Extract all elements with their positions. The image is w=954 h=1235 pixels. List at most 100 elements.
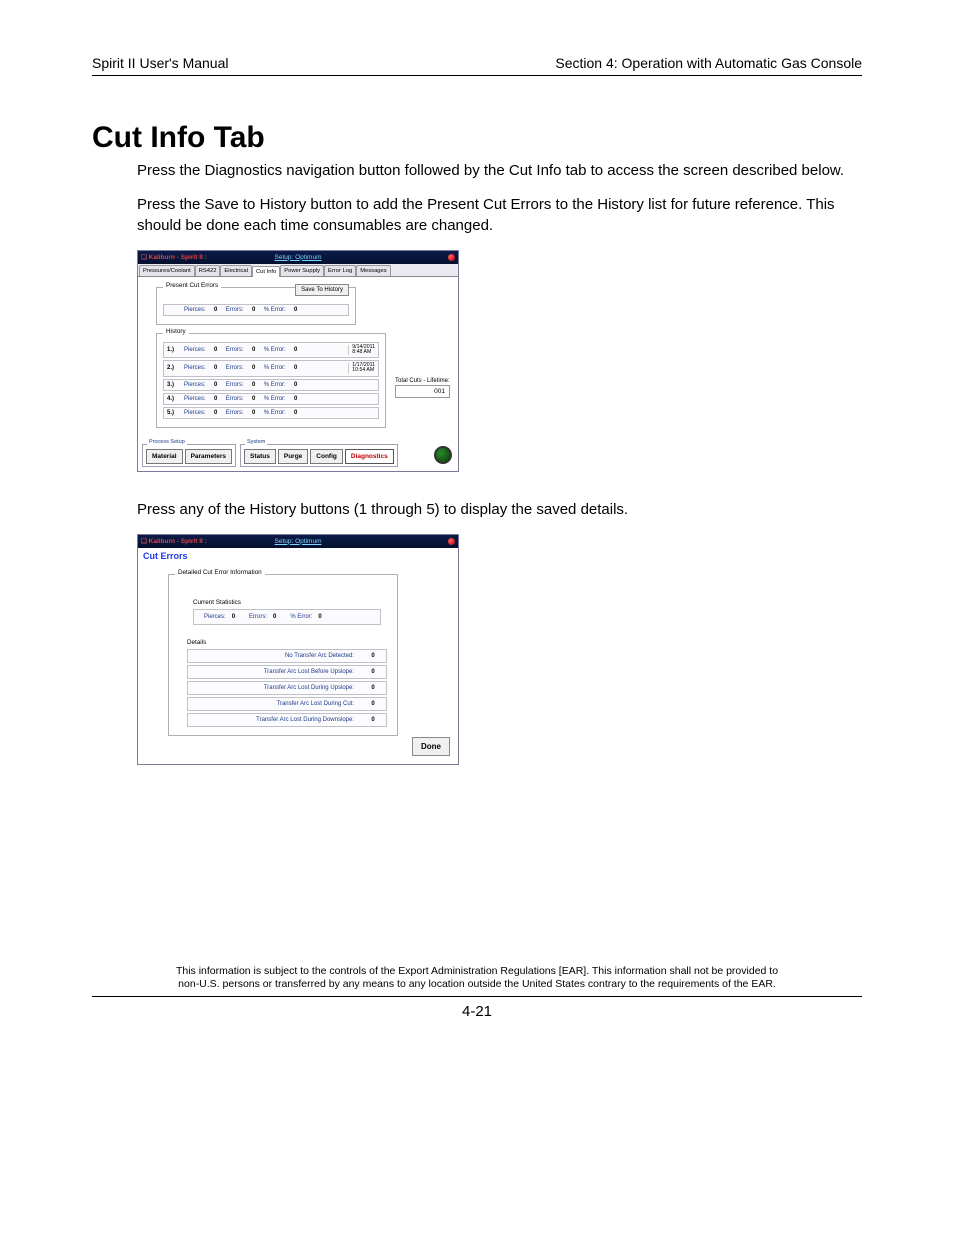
history-pierces-label: Pierces:: [184, 396, 206, 402]
history-pct-label: % Error:: [264, 347, 286, 353]
history-group: History 1.)Pierces:0Errors:0% Error:09/1…: [156, 333, 386, 428]
present-pct-label: % Error:: [264, 307, 286, 313]
history-row[interactable]: 1.)Pierces:0Errors:0% Error:09/14/20118:…: [163, 342, 379, 358]
stats-errors-value: 0: [273, 614, 276, 620]
done-button[interactable]: Done: [412, 737, 450, 756]
history-index: 1.): [167, 347, 179, 353]
tab-error-log[interactable]: Error Log: [324, 265, 356, 276]
page-number: 4-21: [92, 1003, 862, 1020]
history-errors-value: 0: [249, 365, 259, 371]
history-pierces-value: 0: [211, 410, 221, 416]
footer-line-1: This information is subject to the contr…: [92, 965, 862, 979]
titlebar-center: Setup: Optimum: [275, 254, 322, 261]
history-pierces-value: 0: [211, 347, 221, 353]
stats-legend: Current Statistics: [193, 599, 381, 606]
history-index: 2.): [167, 365, 179, 371]
titlebar-center-2: Setup: Optimum: [275, 538, 322, 545]
history-pct-value: 0: [291, 382, 301, 388]
config-button[interactable]: Config: [310, 449, 343, 464]
total-cuts-label: Total Cuts - Lifetime:: [395, 378, 450, 384]
history-row[interactable]: 4.)Pierces:0Errors:0% Error:0: [163, 393, 379, 405]
history-pct-label: % Error:: [264, 410, 286, 416]
stats-pierces-label: Pierces:: [204, 614, 226, 620]
detailed-info-group: Detailed Cut Error Information Current S…: [168, 574, 398, 736]
stats-pierces-value: 0: [232, 614, 235, 620]
history-row[interactable]: 2.)Pierces:0Errors:0% Error:01/17/201110…: [163, 360, 379, 376]
screenshot-cut-errors: ❏ Kaliburn - Spirit II : Setup: Optimum …: [137, 534, 459, 765]
present-pct-value: 0: [291, 307, 301, 313]
status-lamp-icon: [434, 446, 452, 464]
current-stats-group: Current Statistics Pierces: 0 Errors: 0 …: [187, 589, 387, 631]
present-pierces-value: 0: [211, 307, 221, 313]
material-button[interactable]: Material: [146, 449, 183, 464]
detail-label: Transfer Arc Lost During Upslope:: [194, 685, 354, 691]
present-legend: Present Cut Errors: [163, 282, 221, 289]
history-pierces-value: 0: [211, 365, 221, 371]
history-errors-label: Errors:: [226, 382, 244, 388]
details-legend: Details: [187, 639, 387, 646]
detail-row: Transfer Arc Lost During Upslope:0: [187, 681, 387, 695]
tab-rs422[interactable]: RS422: [195, 265, 221, 276]
history-row[interactable]: 3.)Pierces:0Errors:0% Error:0: [163, 379, 379, 391]
present-cut-errors-group: Present Cut Errors Save To History Pierc…: [156, 287, 356, 325]
history-date: 1/17/201110:54 AM: [348, 363, 375, 373]
purge-button[interactable]: Purge: [278, 449, 308, 464]
tab-power-supply[interactable]: Power Supply: [280, 265, 324, 276]
history-index: 3.): [167, 382, 179, 388]
system-label: System: [245, 439, 267, 445]
tab-pressures-coolant[interactable]: Pressures/Coolant: [139, 265, 195, 276]
cut-errors-subtitle: Cut Errors: [138, 548, 458, 564]
page-title: Cut Info Tab: [92, 121, 862, 155]
status-button[interactable]: Status: [244, 449, 276, 464]
detail-value: 0: [366, 701, 380, 707]
detail-row: Transfer Arc Lost During Downslope:0: [187, 713, 387, 727]
bottom-nav: Process Setup Material Parameters System…: [138, 442, 458, 471]
detailed-legend: Detailed Cut Error Information: [175, 569, 265, 576]
history-pct-value: 0: [291, 396, 301, 402]
present-errors-label: Errors:: [226, 307, 244, 313]
para-1: Press the Diagnostics navigation button …: [137, 161, 862, 181]
window-titlebar-2: ❏ Kaliburn - Spirit II : Setup: Optimum: [138, 535, 458, 548]
system-group: System Status Purge Config Diagnostics: [240, 444, 398, 467]
history-pierces-label: Pierces:: [184, 410, 206, 416]
header-right: Section 4: Operation with Automatic Gas …: [555, 55, 862, 71]
history-errors-value: 0: [249, 347, 259, 353]
history-errors-label: Errors:: [226, 365, 244, 371]
history-pct-label: % Error:: [264, 365, 286, 371]
tab-electrical[interactable]: Electrical: [220, 265, 252, 276]
history-row[interactable]: 5.)Pierces:0Errors:0% Error:0: [163, 407, 379, 419]
stats-pct-value: 0: [318, 614, 321, 620]
history-errors-label: Errors:: [226, 347, 244, 353]
process-setup-label: Process Setup: [147, 439, 187, 445]
total-cuts-value: 001: [395, 385, 450, 398]
para-3: Press any of the History buttons (1 thro…: [137, 500, 862, 520]
detail-row: Transfer Arc Lost During Cut: 0: [187, 697, 387, 711]
screenshot-cut-info: ❏ Kaliburn - Spirit II : Setup: Optimum …: [137, 250, 459, 472]
save-to-history-button[interactable]: Save To History: [295, 284, 349, 296]
history-index: 4.): [167, 396, 179, 402]
present-errors-value: 0: [249, 307, 259, 313]
stats-row: Pierces: 0 Errors: 0 % Error: 0: [193, 609, 381, 625]
history-pierces-label: Pierces:: [184, 347, 206, 353]
diagnostics-button[interactable]: Diagnostics: [345, 449, 394, 464]
tab-messages[interactable]: Messages: [356, 265, 390, 276]
page-footer: This information is subject to the contr…: [92, 965, 862, 997]
parameters-button[interactable]: Parameters: [185, 449, 232, 464]
titlebar-text-2: ❏ Kaliburn - Spirit II :: [141, 537, 207, 545]
process-setup-group: Process Setup Material Parameters: [142, 444, 236, 467]
titlebar-text: ❏ Kaliburn - Spirit II :: [141, 253, 207, 261]
page-header: Spirit II User's Manual Section 4: Opera…: [92, 55, 862, 76]
history-pct-value: 0: [291, 410, 301, 416]
history-errors-value: 0: [249, 382, 259, 388]
history-pierces-label: Pierces:: [184, 365, 206, 371]
tab-cut-info[interactable]: Cut Info: [252, 266, 280, 277]
detail-label: Transfer Arc Lost During Downslope:: [194, 717, 354, 723]
history-errors-label: Errors:: [226, 396, 244, 402]
detail-value: 0: [366, 653, 380, 659]
footer-line-2: non-U.S. persons or transferred by any m…: [92, 978, 862, 992]
header-left: Spirit II User's Manual: [92, 55, 229, 71]
detail-label: Transfer Arc Lost During Cut:: [194, 701, 354, 707]
history-pct-label: % Error:: [264, 382, 286, 388]
detail-value: 0: [366, 669, 380, 675]
detail-row: Transfer Arc Lost Before Upslope:0: [187, 665, 387, 679]
